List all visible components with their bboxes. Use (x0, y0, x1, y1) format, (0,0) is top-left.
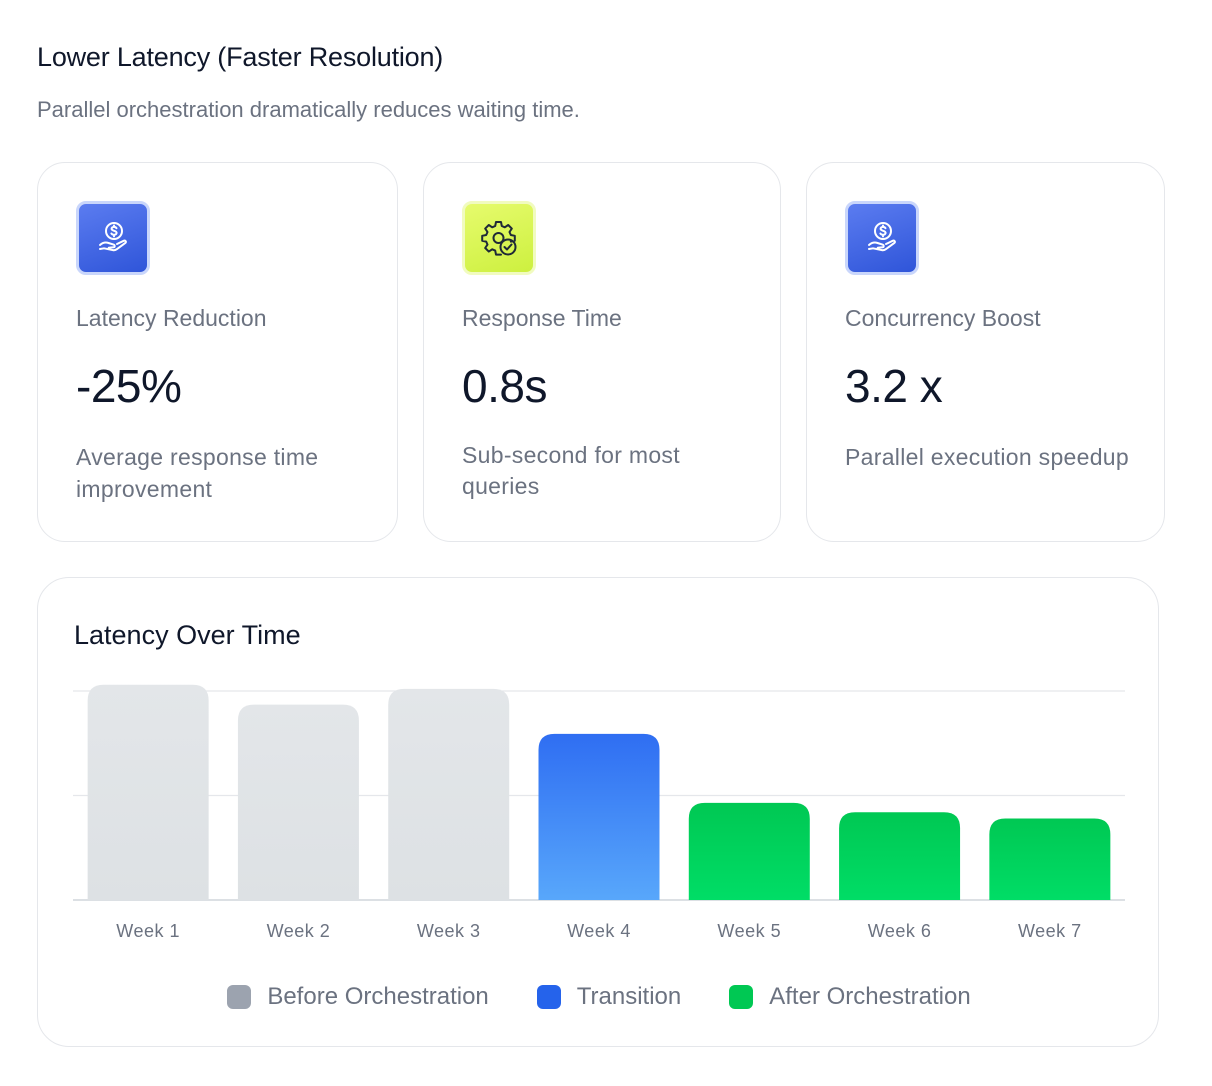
legend-item-before: Before Orchestration (227, 983, 489, 1011)
card-value: -25% (76, 360, 182, 412)
card-description: Average response time improvement (76, 444, 319, 502)
page-subtitle: Parallel orchestration dramatically redu… (37, 97, 580, 122)
x-tick-label: Week 4 (567, 921, 631, 941)
card-description: Parallel execution speedup (845, 444, 1129, 470)
bar-week-4 (538, 733, 660, 900)
x-tick-label: Week 7 (1018, 921, 1082, 941)
concurrency-boost-card: Concurrency Boost 3.2 x Parallel executi… (806, 162, 1165, 542)
legend-item-transition: Transition (536, 983, 682, 1011)
x-tick-label: Week 1 (116, 921, 180, 941)
card-value: 3.2 x (845, 360, 943, 412)
bar-week-7 (989, 818, 1111, 900)
legend-swatch (227, 985, 252, 1009)
latency-chart-card: Week 1 Week 2 Week 3 Week 4 Week 5 Week 6 Week… (37, 577, 1159, 1047)
bar-week-3 (388, 688, 510, 900)
chart-title: Latency Over Time (74, 620, 301, 650)
x-tick-label: Week 5 (717, 921, 781, 941)
x-tick-label: Week 6 (868, 921, 932, 941)
card-label: Concurrency Boost (845, 305, 1041, 331)
card-description: Sub-second for most queries (462, 442, 680, 499)
response-time-card: Response Time 0.8s Sub-second for most q… (423, 162, 781, 542)
card-label: Response Time (462, 305, 622, 331)
bar-week-5 (688, 802, 810, 900)
legend-label: Before Orchestration (267, 983, 489, 1010)
page-title: Lower Latency (Faster Resolution) (37, 42, 444, 72)
legend-label: After Orchestration (769, 983, 971, 1010)
card-value: 0.8s (462, 360, 547, 412)
gear-check-icon (462, 201, 536, 275)
legend-swatch (536, 985, 561, 1009)
x-tick-label: Week 2 (267, 921, 331, 941)
legend-label: Transition (576, 983, 682, 1010)
bar-week-6 (839, 812, 961, 900)
dollar-hand-icon (76, 201, 150, 275)
bar-week-1 (87, 684, 209, 900)
latency-reduction-card: Latency Reduction -25% Average response … (37, 162, 398, 542)
x-tick-label: Week 3 (417, 921, 481, 941)
dollar-hand-icon (845, 201, 919, 275)
chart-legend: Before Orchestration Transition After Or… (38, 983, 1160, 1011)
legend-swatch (729, 985, 754, 1009)
legend-item-after: After Orchestration (729, 983, 971, 1011)
card-label: Latency Reduction (76, 305, 267, 331)
bar-week-2 (237, 704, 359, 900)
latency-bar-chart: Week 1 Week 2 Week 3 Week 4 Week 5 Week 6 Week… (73, 684, 1125, 941)
